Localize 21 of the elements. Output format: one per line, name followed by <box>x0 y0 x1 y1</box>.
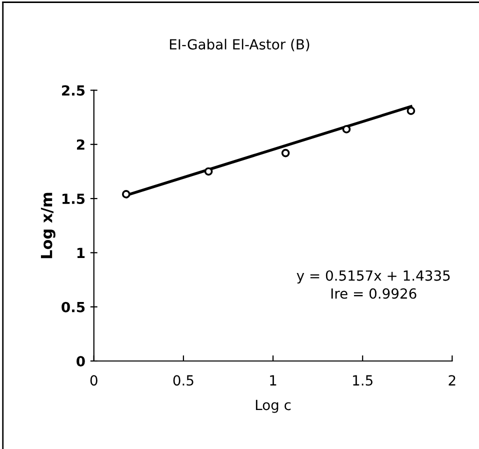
annotation: Ire = 0.9926 <box>331 288 416 299</box>
y-tick-label: 2.5 <box>62 85 85 96</box>
y-tick-label: 1.5 <box>62 194 85 204</box>
point <box>122 190 130 198</box>
point <box>204 167 213 176</box>
x-tick-label: 2 <box>448 375 456 386</box>
y-tick-label: 1 <box>77 248 85 258</box>
x-tick-label: 1.5 <box>353 375 372 386</box>
annotation: y = 0.5157x + 1.4335 <box>296 270 450 284</box>
y-axis-title: Log x/m <box>40 192 56 258</box>
y-tick-label: 0.5 <box>62 302 85 312</box>
point <box>281 148 290 158</box>
point <box>342 125 351 134</box>
x-tick-label: 0.5 <box>173 375 194 386</box>
point <box>406 106 416 115</box>
x-tick-label: 1 <box>270 375 276 386</box>
x-axis-title: Log c <box>256 400 291 413</box>
x-tick-label: 0 <box>90 375 98 386</box>
y-tick-label: 2 <box>76 139 84 150</box>
y-tick-label: 0 <box>76 356 85 366</box>
chart-title: EI-Gabal El-Astor (B) <box>170 38 310 52</box>
